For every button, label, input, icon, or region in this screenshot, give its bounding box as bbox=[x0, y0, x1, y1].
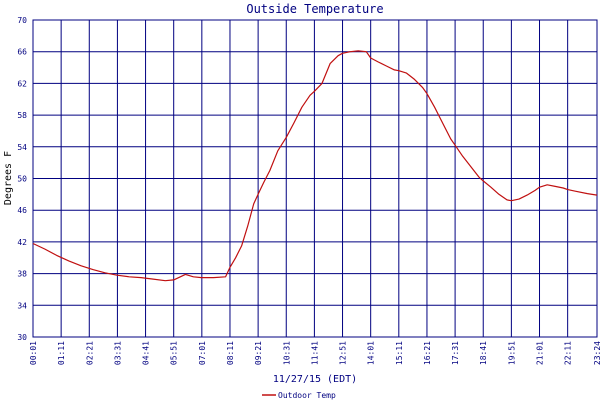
x-tick-label: 14:01 bbox=[367, 341, 376, 365]
y-tick-label: 58 bbox=[17, 111, 27, 120]
y-tick-label: 70 bbox=[17, 16, 27, 25]
x-tick-label: 07:01 bbox=[198, 341, 207, 365]
y-tick-label: 30 bbox=[17, 333, 27, 342]
y-tick-label: 50 bbox=[17, 175, 27, 184]
series-layer bbox=[32, 50, 598, 282]
x-tick-label: 23:24 bbox=[593, 341, 600, 365]
x-tick-label: 09:21 bbox=[254, 341, 263, 365]
y-tick-label: 42 bbox=[17, 238, 27, 247]
x-tick-label: 00:01 bbox=[29, 341, 38, 365]
x-tick-label: 12:51 bbox=[339, 341, 348, 365]
x-tick-label: 05:51 bbox=[170, 341, 179, 365]
grid bbox=[32, 19, 598, 338]
x-tick-label: 08:11 bbox=[226, 341, 235, 365]
series-line-outdoor-temp bbox=[32, 50, 598, 282]
y-tick-label: 54 bbox=[17, 143, 27, 152]
y-tick-label: 34 bbox=[17, 301, 27, 310]
legend: Outdoor Temp bbox=[262, 391, 336, 400]
x-tick-label: 18:41 bbox=[479, 341, 488, 365]
legend-label: Outdoor Temp bbox=[278, 391, 336, 400]
x-tick-label: 22:11 bbox=[564, 341, 573, 365]
y-tick-label: 66 bbox=[17, 48, 27, 57]
x-tick-label: 03:31 bbox=[113, 341, 122, 365]
x-tick-label: 19:51 bbox=[507, 341, 516, 365]
x-tick-label: 02:21 bbox=[85, 341, 94, 365]
y-axis-title: Degrees F bbox=[3, 151, 14, 205]
y-tick-label: 62 bbox=[17, 79, 27, 88]
x-tick-label: 01:11 bbox=[57, 341, 66, 365]
y-tick-label: 38 bbox=[17, 270, 27, 279]
x-tick-label: 16:21 bbox=[423, 341, 432, 365]
x-tick-label: 17:31 bbox=[451, 341, 460, 365]
x-axis-title: 11/27/15 (EDT) bbox=[273, 374, 357, 385]
x-tick-label: 04:41 bbox=[142, 341, 151, 365]
y-axis-ticks: 30 34 38 42 46 50 54 58 62 66 70 bbox=[17, 16, 27, 342]
chart-title: Outside Temperature bbox=[246, 2, 383, 16]
x-tick-label: 11:41 bbox=[310, 341, 319, 365]
x-tick-label: 10:31 bbox=[282, 341, 291, 365]
x-axis-ticks: 00:01 01:11 02:21 03:31 04:41 05:51 07:01 08:11… bbox=[29, 341, 600, 365]
x-tick-label: 21:01 bbox=[536, 341, 545, 365]
x-tick-label: 15:11 bbox=[395, 341, 404, 365]
y-tick-label: 46 bbox=[17, 206, 27, 215]
